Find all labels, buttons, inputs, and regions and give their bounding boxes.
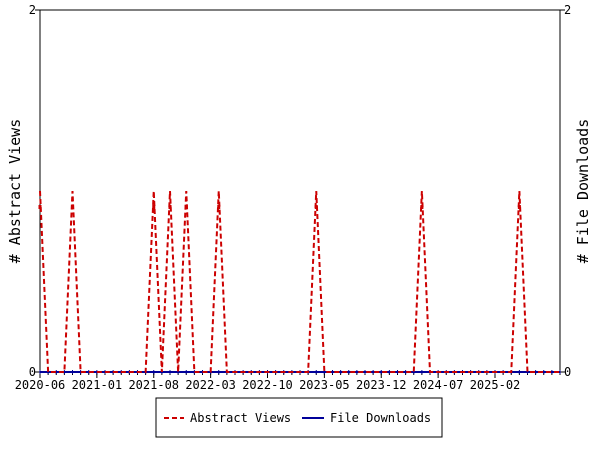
x-tick-label: 2022-10: [242, 378, 293, 392]
x-tick-label: 2023-05: [299, 378, 350, 392]
x-tick-label: 2024-07: [413, 378, 464, 392]
series-point-abstract-views: [184, 205, 188, 209]
y-axis-left: 02: [29, 3, 40, 379]
x-tick-label: 2023-12: [356, 378, 407, 392]
series-layer: [38, 190, 561, 374]
series-line-abstract-views: [39, 190, 560, 373]
series-point-abstract-views: [168, 205, 172, 209]
series-point-abstract-views: [420, 205, 424, 209]
series-point-abstract-views: [71, 205, 74, 209]
series-point-abstract-views: [314, 205, 318, 209]
y-left-tick-label: 0: [29, 365, 36, 379]
x-tick-label: 2021-08: [128, 378, 179, 392]
series-point-abstract-views: [38, 205, 42, 209]
x-tick-label: 2025-02: [470, 378, 521, 392]
legend: Abstract Views File Downloads: [155, 397, 443, 438]
y-left-tick-label: 2: [29, 3, 36, 17]
legend-label-file-downloads: File Downloads: [330, 411, 431, 425]
x-tick-label: 2021-01: [72, 378, 123, 392]
plot-frame: [39, 9, 561, 373]
legend-box: [155, 397, 443, 438]
series-point-abstract-views: [217, 205, 221, 209]
plot-area: [39, 9, 561, 373]
y-right-tick-label: 2: [564, 3, 571, 17]
y-axis-right-label: # File Downloads: [574, 119, 592, 264]
x-tick-label: 2020-06: [15, 378, 66, 392]
x-axis: 2020-06 2021-01 2021-08 2022-03 2022-10 2023-…: [15, 372, 561, 392]
y-axis-right: 02: [560, 3, 571, 379]
series-point-abstract-views: [152, 205, 156, 209]
y-axis-left-label: # Abstract Views: [6, 119, 24, 264]
x-tick-label: 2022-03: [185, 378, 236, 392]
series-point-abstract-views: [517, 205, 521, 209]
legend-label-abstract-views: Abstract Views: [190, 411, 291, 425]
y-right-tick-label: 0: [564, 365, 571, 379]
